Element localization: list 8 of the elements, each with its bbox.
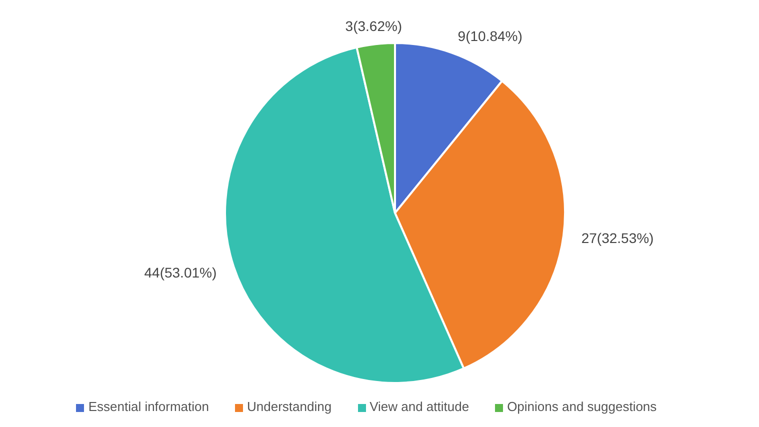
legend-label: Essential information bbox=[88, 399, 209, 414]
data-label: 27(32.53%) bbox=[581, 230, 654, 246]
legend-label: Opinions and suggestions bbox=[507, 399, 657, 414]
data-label: 44(53.01%) bbox=[144, 264, 217, 280]
data-label: 3(3.62%) bbox=[345, 18, 402, 34]
data-label: 9(10.84%) bbox=[458, 28, 522, 44]
legend-label: View and attitude bbox=[370, 399, 470, 414]
legend-label: Understanding bbox=[247, 399, 332, 414]
